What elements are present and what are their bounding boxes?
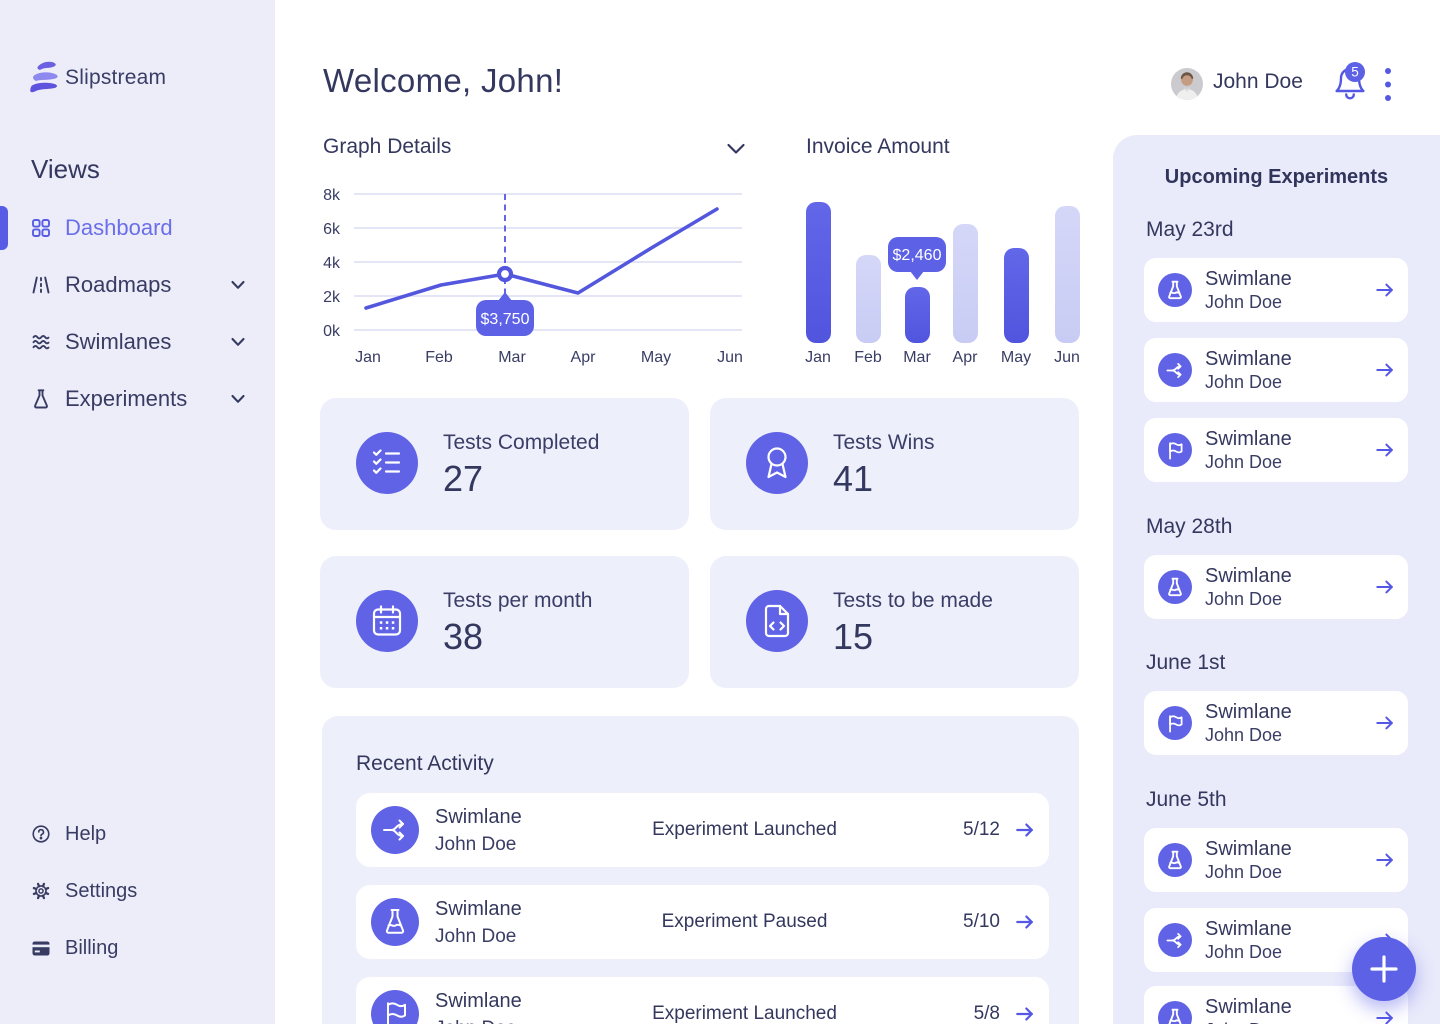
svg-text:May: May <box>1001 349 1031 366</box>
svg-text:Feb: Feb <box>854 349 882 366</box>
svg-text:8k: 8k <box>323 187 341 204</box>
svg-text:Mar: Mar <box>903 349 931 366</box>
svg-text:0k: 0k <box>323 323 341 340</box>
svg-text:Apr: Apr <box>571 349 597 366</box>
svg-text:Mar: Mar <box>498 349 526 366</box>
svg-text:Jun: Jun <box>1054 349 1080 366</box>
svg-text:Jan: Jan <box>355 349 381 366</box>
svg-text:Jan: Jan <box>805 349 831 366</box>
svg-text:May: May <box>641 349 671 366</box>
svg-text:Jun: Jun <box>717 349 743 366</box>
svg-text:5: 5 <box>1351 65 1359 80</box>
svg-text:6k: 6k <box>323 221 341 238</box>
svg-text:Apr: Apr <box>953 349 979 366</box>
svg-text:Feb: Feb <box>425 349 453 366</box>
svg-text:$2,460: $2,460 <box>893 247 942 264</box>
svg-text:4k: 4k <box>323 255 341 272</box>
svg-text:2k: 2k <box>323 289 341 306</box>
svg-text:$3,750: $3,750 <box>481 311 530 328</box>
